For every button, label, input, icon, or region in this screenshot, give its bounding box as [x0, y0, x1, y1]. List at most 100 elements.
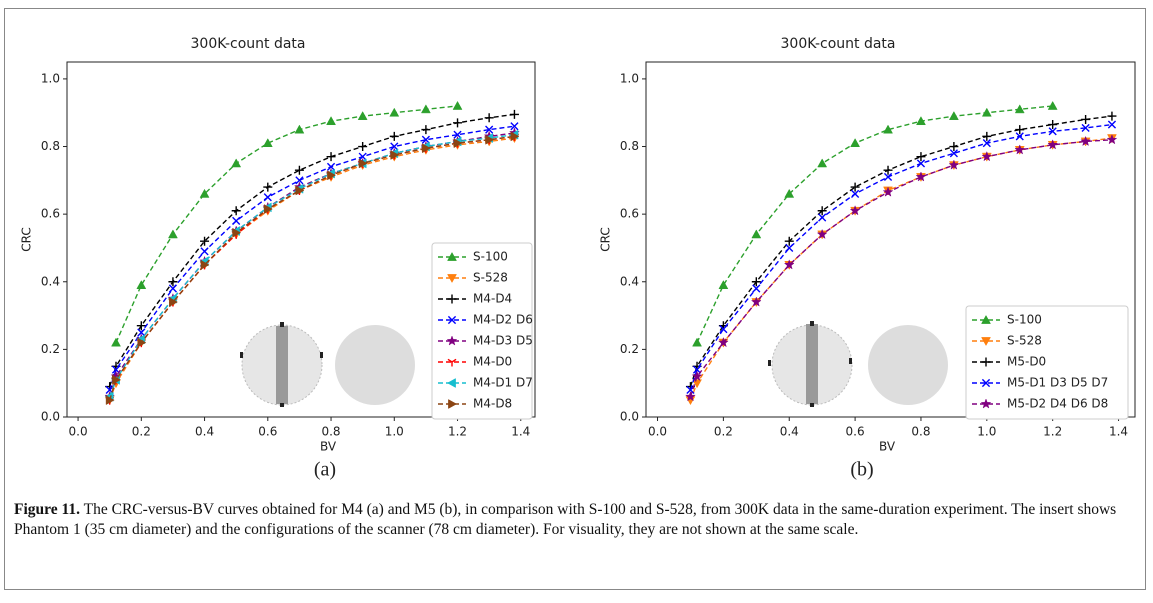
marker	[357, 111, 368, 120]
marker	[1014, 104, 1025, 114]
marker	[981, 107, 992, 117]
marker	[1015, 125, 1025, 135]
marker	[200, 259, 210, 270]
x-axis-label: BV	[879, 440, 896, 454]
marker	[453, 130, 462, 139]
x-tick-label: 1.2	[1043, 425, 1062, 439]
marker	[752, 284, 761, 293]
marker	[263, 182, 273, 192]
marker	[751, 229, 762, 239]
x-tick-label: 1.4	[511, 425, 530, 439]
marker	[751, 277, 761, 287]
legend-label: M4-D3 D5	[473, 334, 533, 348]
marker	[784, 236, 794, 246]
marker	[200, 247, 209, 256]
marker	[263, 193, 272, 202]
x-tick-label: 1.2	[448, 425, 467, 439]
marker	[817, 206, 827, 216]
legend-label: M4-D2 D6	[473, 313, 533, 327]
x-tick-label: 1.0	[977, 425, 996, 439]
marker	[981, 357, 991, 367]
legend-label: M4-D0	[473, 355, 512, 369]
marker	[816, 228, 828, 240]
marker	[105, 395, 115, 406]
marker	[981, 150, 993, 162]
legend-label: S-528	[473, 271, 508, 285]
x-tick-label: 0.4	[780, 425, 799, 439]
marker	[295, 176, 304, 185]
marker	[485, 134, 495, 145]
marker	[882, 186, 894, 197]
marker	[295, 185, 305, 196]
marker	[232, 216, 241, 225]
marker	[112, 374, 122, 385]
marker	[326, 116, 336, 126]
marker	[137, 337, 147, 348]
marker	[200, 236, 210, 246]
marker	[263, 204, 273, 214]
series-line	[109, 113, 515, 387]
marker	[232, 227, 242, 238]
marker	[420, 104, 431, 114]
caption: Figure 11. The CRC-versus-BV curves obta…	[14, 500, 1129, 540]
y-tick-label: 0.4	[41, 274, 60, 288]
marker	[452, 100, 463, 110]
marker	[718, 280, 729, 289]
marker	[851, 189, 860, 198]
marker	[1048, 120, 1058, 130]
marker	[916, 159, 926, 168]
marker	[948, 159, 960, 170]
marker	[1015, 132, 1024, 141]
marker	[453, 118, 463, 128]
marker	[390, 142, 399, 151]
marker	[421, 125, 431, 135]
series-line	[109, 133, 515, 397]
figure-frame	[4, 8, 1146, 590]
marker	[294, 165, 304, 175]
marker	[949, 149, 958, 158]
marker	[447, 251, 457, 261]
y-tick-label: 0.8	[620, 139, 639, 153]
legend-box	[431, 242, 533, 420]
marker	[691, 370, 703, 382]
marker	[850, 138, 861, 147]
panel-label: (a)	[314, 459, 336, 481]
marker	[168, 277, 178, 287]
x-tick-label: 0.6	[258, 425, 277, 439]
marker	[915, 171, 927, 182]
marker	[390, 150, 400, 160]
marker	[982, 131, 992, 141]
marker	[389, 107, 400, 117]
legend-label: M5-D2 D4 D6 D8	[1007, 397, 1108, 411]
y-tick-label: 0.4	[620, 274, 639, 288]
y-axis-label: CRC	[20, 227, 34, 252]
insert-b	[768, 321, 948, 407]
marker	[326, 152, 336, 162]
marker	[883, 172, 893, 182]
y-tick-label: 0.6	[41, 207, 60, 221]
marker	[447, 274, 457, 284]
marker	[446, 378, 456, 388]
y-axis-label: CRC	[599, 227, 613, 252]
marker	[485, 125, 494, 134]
marker	[981, 378, 991, 388]
marker	[231, 158, 242, 168]
caption-text: The CRC-versus-BV curves obtained for M4…	[14, 501, 1117, 538]
x-tick-label: 0.2	[714, 425, 733, 439]
legend-box	[965, 305, 1129, 420]
marker	[916, 116, 926, 126]
legend-label: S-100	[1007, 313, 1042, 327]
chart-title: 300K-count data	[191, 36, 306, 52]
y-tick-label: 1.0	[41, 71, 60, 85]
marker	[448, 399, 458, 409]
marker	[510, 122, 519, 131]
x-tick-label: 0.0	[648, 425, 667, 439]
marker	[719, 325, 728, 334]
marker	[980, 398, 992, 409]
marker	[949, 142, 959, 152]
marker	[111, 337, 121, 347]
y-tick-label: 0.0	[41, 410, 60, 424]
marker	[168, 284, 178, 293]
x-tick-label: 1.4	[1109, 425, 1128, 439]
